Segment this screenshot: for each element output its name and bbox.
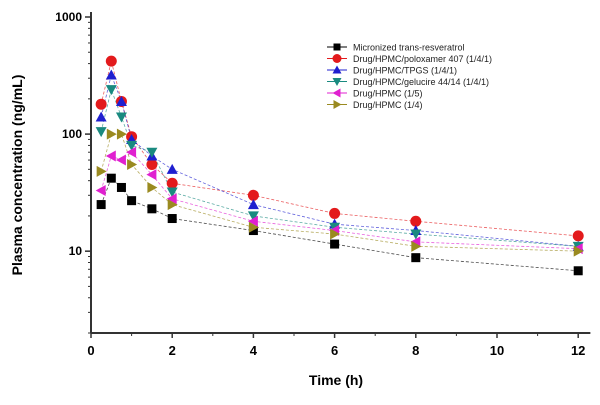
legend-marker	[332, 65, 342, 74]
data-point	[105, 85, 117, 96]
series-lines	[100, 61, 579, 272]
legend-label: Drug/HPMC/TPGS (1/4/1)	[353, 66, 457, 76]
legend-label: Drug/HPMC (1/5)	[353, 89, 423, 99]
data-point	[105, 69, 117, 80]
data-point	[166, 177, 178, 189]
data-point	[330, 228, 341, 240]
series-line	[100, 151, 579, 250]
y-tick-label: 100	[62, 127, 82, 141]
data-point	[147, 181, 158, 193]
legend-marker	[332, 54, 342, 63]
legend-marker	[332, 88, 341, 98]
data-point	[146, 169, 157, 181]
y-tick-label: 1000	[55, 10, 82, 24]
data-point	[126, 140, 138, 151]
series-markers	[95, 55, 584, 276]
x-tick-label: 6	[331, 343, 338, 358]
series-line	[100, 61, 579, 237]
data-point	[115, 154, 126, 166]
data-point	[127, 196, 137, 206]
data-point	[95, 111, 107, 122]
data-point	[247, 189, 259, 201]
axes: 0 2 4 6 8 10 12 10 100 1000	[55, 10, 591, 358]
data-point	[116, 182, 126, 192]
data-point	[96, 165, 107, 177]
x-tick-label: 2	[169, 343, 176, 358]
data-point	[167, 214, 177, 224]
data-point	[248, 221, 259, 233]
data-point	[247, 199, 259, 210]
data-point	[126, 146, 137, 158]
legend-marker	[333, 43, 341, 51]
series-line	[100, 177, 579, 272]
data-point	[115, 112, 127, 123]
x-axis-label: Time (h)	[309, 372, 363, 388]
data-point	[247, 211, 259, 222]
data-point	[147, 204, 157, 214]
data-point	[116, 128, 127, 140]
y-tick-label: 10	[69, 244, 83, 258]
data-point	[95, 127, 107, 138]
x-tick-label: 8	[412, 343, 419, 358]
data-point	[330, 239, 340, 249]
data-point	[410, 215, 422, 227]
data-point	[115, 95, 127, 106]
legend-label: Drug/HPMC/poloxamer 407 (1/4/1)	[353, 54, 492, 64]
legend-marker	[333, 100, 342, 109]
data-point	[573, 245, 584, 257]
data-point	[127, 158, 138, 170]
data-point	[106, 173, 116, 183]
data-point	[146, 147, 158, 158]
legend: Micronized trans-resveratrolDrug/HPMC/po…	[327, 43, 492, 110]
data-point	[95, 98, 107, 110]
x-tick-label: 12	[571, 343, 585, 358]
data-point	[166, 163, 178, 174]
data-point	[95, 184, 106, 196]
data-point	[105, 150, 116, 162]
legend-label: Micronized trans-resveratrol	[353, 43, 465, 53]
data-point	[410, 229, 422, 240]
legend-marker	[332, 78, 342, 86]
data-point	[166, 187, 178, 198]
data-point	[572, 230, 584, 242]
x-tick-label: 10	[490, 343, 504, 358]
legend-label: Drug/HPMC/gelucire 44/14 (1/4/1)	[353, 77, 489, 87]
x-tick-label: 0	[87, 343, 94, 358]
data-point	[166, 193, 177, 205]
data-point	[329, 207, 341, 219]
data-point	[248, 226, 258, 236]
legend-label: Drug/HPMC (1/4)	[353, 100, 423, 110]
data-point	[167, 199, 178, 211]
data-point	[411, 240, 422, 252]
data-point	[573, 266, 583, 276]
y-axis-label: Plasma concentration (ng/mL)	[9, 75, 25, 276]
x-tick-label: 4	[250, 343, 258, 358]
data-point	[411, 253, 421, 263]
data-point	[146, 158, 158, 170]
data-point	[247, 215, 258, 227]
data-point	[106, 128, 117, 140]
series-line	[100, 73, 579, 247]
data-point	[105, 55, 117, 67]
data-point	[96, 200, 106, 210]
